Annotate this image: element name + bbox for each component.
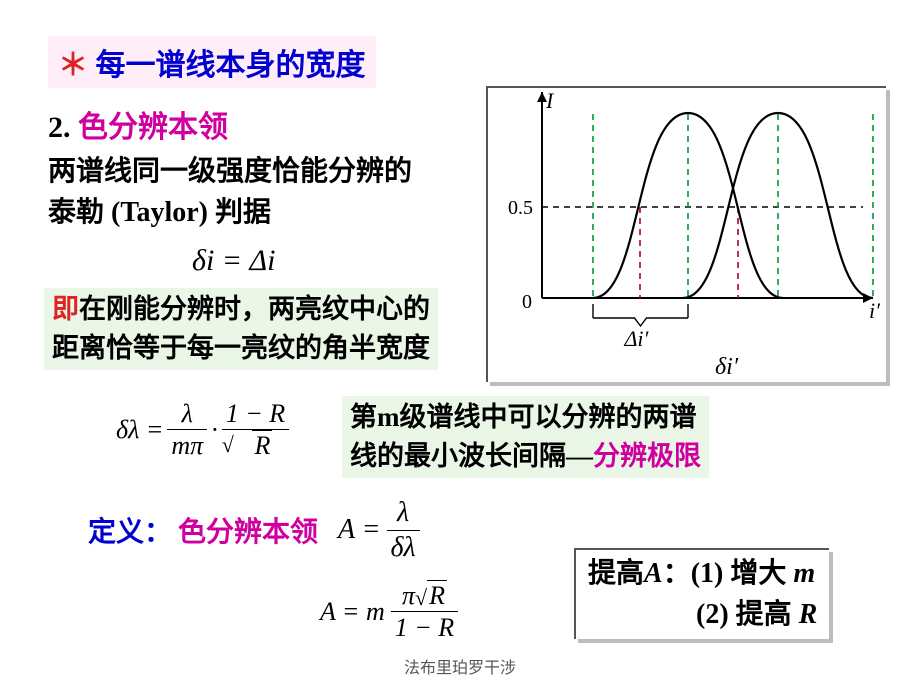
highlight1-rest1: 在刚能分辨时，两亮纹中心的 (79, 294, 430, 324)
tip-box: 提高A：(1) 增大 m (2) 提高 R (574, 548, 829, 639)
intensity-chart: 0.5 0 Ii′ Δi′ δi′ (486, 86, 886, 382)
para1-line2: 泰勒 (Taylor) 判据 (48, 193, 412, 234)
section-heading: 2. 色分辨本领 (48, 102, 228, 146)
svg-text:i′: i′ (869, 298, 881, 323)
eq2-dot: · (211, 415, 218, 445)
definition-term: 色分辨本领 (178, 510, 318, 550)
highlight-resolution-limit: 第m级谱线中可以分辨的两谱 线的最小波长间隔—分辨极限 (342, 396, 709, 478)
header-bullet: ＊ (58, 49, 88, 82)
para1-line1: 两谱线同一级强度恰能分辨的 (48, 152, 412, 193)
slide: ＊ 每一谱线本身的宽度 2. 色分辨本领 两谱线同一级强度恰能分辨的 泰勒 (T… (0, 0, 920, 690)
resolve-limit-term: 分辨极限 (593, 441, 701, 471)
svg-text:δi′: δi′ (715, 354, 739, 380)
svg-text:I: I (545, 88, 555, 113)
svg-text:0.5: 0.5 (508, 197, 533, 219)
definition-line: 定义： 色分辨本领 A = λ δλ (88, 496, 420, 564)
header-box: ＊ 每一谱线本身的宽度 (48, 36, 376, 88)
eq-delta-lambda: δλ = λmπ · 1 − R √ R (116, 398, 289, 461)
highlight1-rest2: 距离恰等于每一亮纹的角半宽度 (52, 329, 430, 368)
highlight1-lead: 即 (52, 294, 79, 324)
eq2-pre: δλ = (116, 415, 163, 445)
chart-svg: 0.5 0 Ii′ Δi′ δi′ (488, 88, 884, 380)
highlight-just-resolve: 即在刚能分辨时，两亮纹中心的 距离恰等于每一亮纹的角半宽度 (44, 288, 438, 370)
svg-text:Δi′: Δi′ (624, 326, 650, 351)
slide-footer: 法布里珀罗干涉 (0, 654, 920, 678)
header-title: 每一谱线本身的宽度 (96, 49, 366, 82)
section-num: 2. (48, 111, 71, 144)
taylor-criterion-text: 两谱线同一级强度恰能分辨的 泰勒 (Taylor) 判据 (48, 152, 412, 233)
eq-A-m: A = m π√R 1 − R (320, 580, 458, 643)
eq-delta-i: δi = Δi (192, 244, 275, 278)
eq2-frac1: λmπ (167, 398, 207, 461)
eq2-frac2: 1 − R √ R (222, 398, 289, 461)
svg-text:0: 0 (522, 291, 532, 313)
definition-label: 定义： (88, 510, 172, 550)
section-title: 色分辨本领 (78, 111, 228, 144)
definition-eq: A = λ δλ (338, 496, 420, 564)
